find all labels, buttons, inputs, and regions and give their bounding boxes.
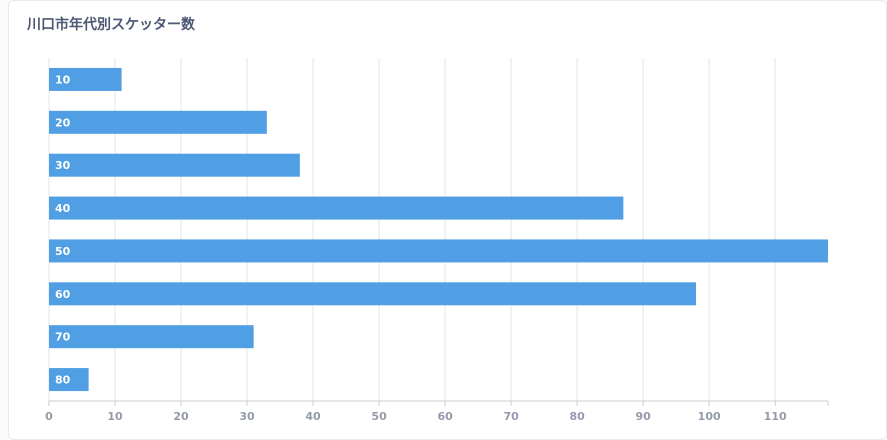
category-label: 20 xyxy=(55,116,71,129)
x-tick-label: 20 xyxy=(173,410,189,423)
category-label: 10 xyxy=(55,73,71,86)
x-tick-label: 110 xyxy=(764,410,787,423)
x-tick-label: 0 xyxy=(45,410,53,423)
x-tick-label: 60 xyxy=(437,410,453,423)
category-label: 70 xyxy=(55,331,71,344)
chart: 川口市年代別スケッター数 0 10 20 30 40 50 60 70 80 90 100 110 10… xyxy=(26,16,829,423)
category-label: 50 xyxy=(55,245,71,258)
bar xyxy=(49,110,267,134)
x-tick-label: 90 xyxy=(635,410,651,423)
card xyxy=(8,0,887,440)
category-label: 30 xyxy=(55,159,71,172)
x-tick-label: 70 xyxy=(503,410,519,423)
x-tick-label: 10 xyxy=(107,410,123,423)
chart-title: 川口市年代別スケッター数 xyxy=(26,16,196,33)
x-tick-label: 100 xyxy=(698,410,721,423)
bar xyxy=(49,153,300,177)
bar xyxy=(49,368,89,392)
x-tick-label: 40 xyxy=(305,410,321,423)
bar xyxy=(49,282,696,306)
category-label: 60 xyxy=(55,288,71,301)
bar xyxy=(49,67,122,91)
category-label: 40 xyxy=(55,202,71,215)
x-tick-label: 80 xyxy=(569,410,585,423)
x-tick-label: 50 xyxy=(371,410,387,423)
bar xyxy=(49,325,254,349)
bar xyxy=(49,196,624,220)
page: 川口市年代別スケッター数 0 10 20 30 40 50 60 70 80 90 100 110 10… xyxy=(8,0,887,440)
bar xyxy=(49,239,828,263)
x-tick-label: 30 xyxy=(239,410,255,423)
category-label: 80 xyxy=(55,374,71,387)
